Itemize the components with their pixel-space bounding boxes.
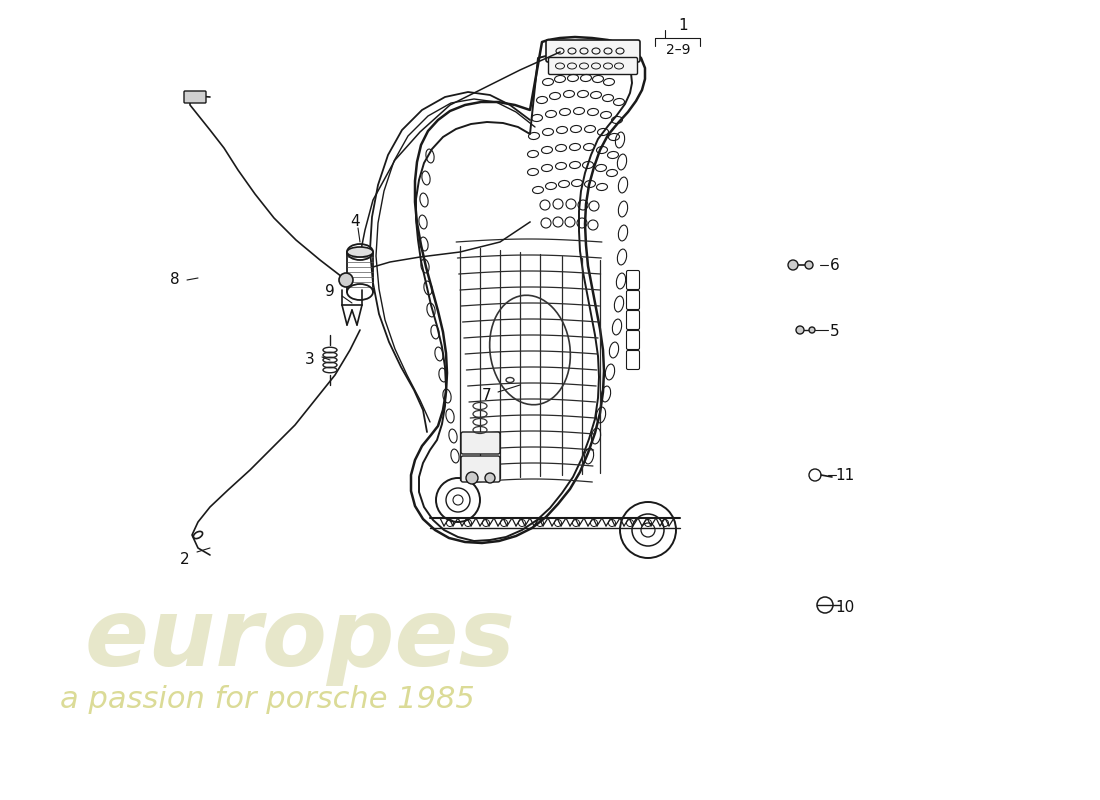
FancyBboxPatch shape — [461, 456, 500, 482]
FancyBboxPatch shape — [546, 40, 640, 62]
Text: 7: 7 — [482, 387, 492, 402]
Text: europes: europes — [85, 594, 516, 686]
Text: 2–9: 2–9 — [666, 43, 691, 57]
FancyBboxPatch shape — [461, 432, 500, 454]
Text: a passion for porsche 1985: a passion for porsche 1985 — [60, 686, 475, 714]
Text: 8: 8 — [170, 273, 179, 287]
Text: 2: 2 — [180, 553, 190, 567]
Text: 5: 5 — [830, 325, 839, 339]
Ellipse shape — [346, 247, 373, 257]
Text: 4: 4 — [350, 214, 360, 230]
Text: 1: 1 — [679, 18, 688, 33]
Text: 3: 3 — [305, 353, 315, 367]
Ellipse shape — [805, 261, 813, 269]
Text: 10: 10 — [835, 599, 855, 614]
FancyBboxPatch shape — [549, 58, 638, 74]
FancyBboxPatch shape — [184, 91, 206, 103]
Text: 9: 9 — [326, 285, 334, 299]
Circle shape — [466, 472, 478, 484]
Circle shape — [339, 273, 353, 287]
Text: 6: 6 — [830, 258, 840, 273]
Ellipse shape — [796, 326, 804, 334]
Ellipse shape — [808, 327, 815, 333]
Text: 11: 11 — [835, 467, 855, 482]
Ellipse shape — [788, 260, 798, 270]
Circle shape — [485, 473, 495, 483]
